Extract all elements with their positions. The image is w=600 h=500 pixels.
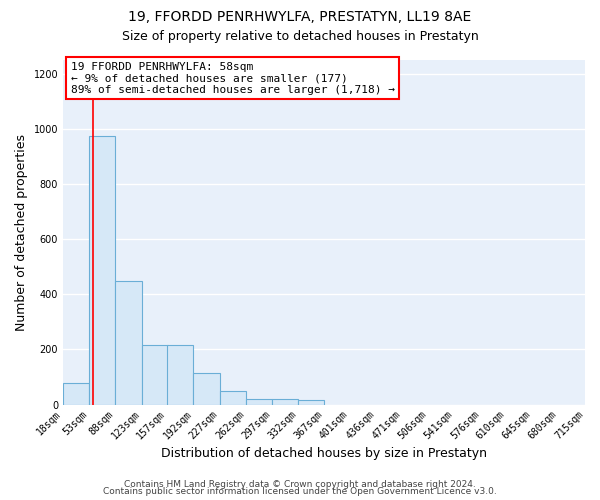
Text: Contains public sector information licensed under the Open Government Licence v3: Contains public sector information licen… [103,487,497,496]
Bar [193,373,220,404]
Bar [89,136,115,404]
Text: 19, FFORDD PENRHWYLFA, PRESTATYN, LL19 8AE: 19, FFORDD PENRHWYLFA, PRESTATYN, LL19 8… [128,10,472,24]
Bar [63,382,89,404]
Y-axis label: Number of detached properties: Number of detached properties [15,134,28,331]
Text: Size of property relative to detached houses in Prestatyn: Size of property relative to detached ho… [122,30,478,43]
Bar [246,399,272,404]
Bar [167,346,193,405]
X-axis label: Distribution of detached houses by size in Prestatyn: Distribution of detached houses by size … [161,447,487,460]
Bar [272,399,298,404]
Text: 19 FFORDD PENRHWYLFA: 58sqm
← 9% of detached houses are smaller (177)
89% of sem: 19 FFORDD PENRHWYLFA: 58sqm ← 9% of deta… [71,62,395,95]
Bar [298,400,325,404]
Bar [142,346,168,405]
Text: Contains HM Land Registry data © Crown copyright and database right 2024.: Contains HM Land Registry data © Crown c… [124,480,476,489]
Bar [220,391,246,404]
Bar [115,280,142,404]
